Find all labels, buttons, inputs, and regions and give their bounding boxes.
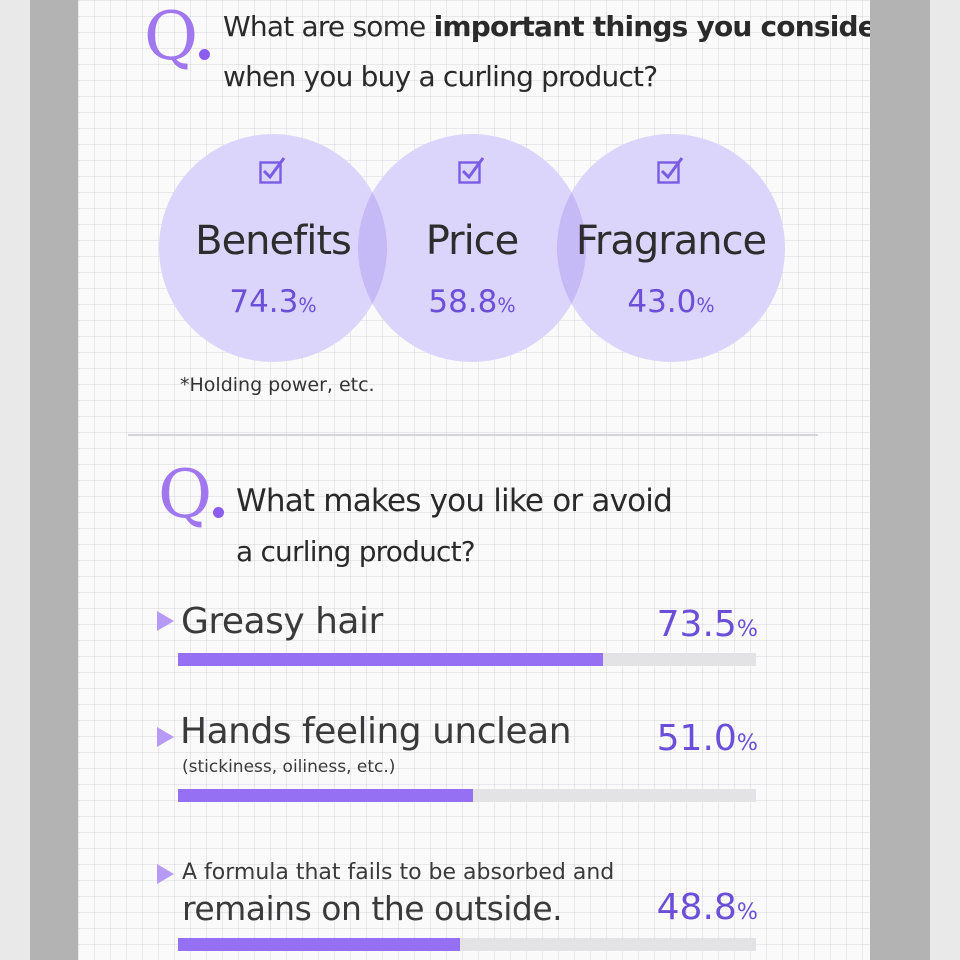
q2-dot [213,507,224,518]
bar-value-hands-unclean: 51.0% [548,718,758,759]
bar-label-greasy-hair: Greasy hair [181,601,383,642]
bar-sublabel-hands-unclean: (stickiness, oiliness, etc.) [182,757,396,777]
q2-title-line1: What makes you like or avoid [236,483,673,519]
bar-track-hands-unclean [178,789,756,802]
bar-value-number: 51.0 [656,718,737,759]
gutter-right [870,0,930,960]
bar-label-hands-unclean: Hands feeling unclean [180,711,572,752]
infographic-sheet: Q What are some important things you con… [78,0,870,960]
bubble-value-number: 58.8 [428,284,498,320]
bar-label-formula-line2: remains on the outside. [182,889,563,928]
checkbox-checked-icon [458,157,485,184]
bar-track-formula [178,938,756,951]
q1-letter: Q [144,0,198,75]
frame-left [0,0,30,960]
bar-value-formula: 48.8% [548,887,758,928]
bar-label-formula-line1: A formula that fails to be absorbed and [182,860,615,885]
q1-title-line2: when you buy a curling product? [223,60,658,93]
bubble-label-price: Price [425,218,520,264]
bubble-value-benefits: 74.3% [173,284,373,320]
bar-value-unit: % [736,616,758,642]
bar-value-greasy-hair: 73.5% [548,604,758,645]
q1-title-line1: What are some important things you consi… [223,10,870,43]
gutter-left [30,0,78,960]
bubble-value-price: 58.8% [372,284,572,320]
bubble-value-number: 74.3 [229,284,299,320]
section-divider [128,434,818,436]
bubble-price [358,134,586,362]
frame-right [930,0,960,960]
bubble-chart [159,134,785,362]
bar-value-number: 48.8 [656,887,737,928]
bar-value-unit: % [736,899,758,925]
q1-dot [199,49,210,60]
bar-value-unit: % [736,730,758,756]
checkbox-checked-icon [259,157,286,184]
q1-title-part1: What are some [223,10,434,43]
triangle-right-icon [157,864,174,884]
bubble-label-fragrance: Fragrance [575,218,767,264]
bubble-value-unit: % [696,294,715,317]
bubble-label-benefits: Benefits [195,218,352,264]
bubble-value-unit: % [497,294,516,317]
bubble-fragrance [557,134,785,362]
bar-track-greasy-hair [178,653,756,666]
q2-title-line2: a curling product? [236,535,476,568]
q1-title-part2: important things you consider [433,10,870,43]
bubble-value-unit: % [298,294,317,317]
bubble-benefits [159,134,387,362]
footnote: *Holding power, etc. [180,374,375,396]
triangle-right-icon [157,611,174,631]
bar-value-number: 73.5 [656,604,737,645]
bubble-value-number: 43.0 [627,284,697,320]
bar-fill-formula [178,938,461,951]
bubble-value-fragrance: 43.0% [571,284,771,320]
checkbox-checked-icon [657,157,684,184]
bar-fill-hands-unclean [178,789,473,802]
triangle-right-icon [157,727,174,747]
q2-letter: Q [158,456,212,533]
bar-fill-greasy-hair [178,653,603,666]
